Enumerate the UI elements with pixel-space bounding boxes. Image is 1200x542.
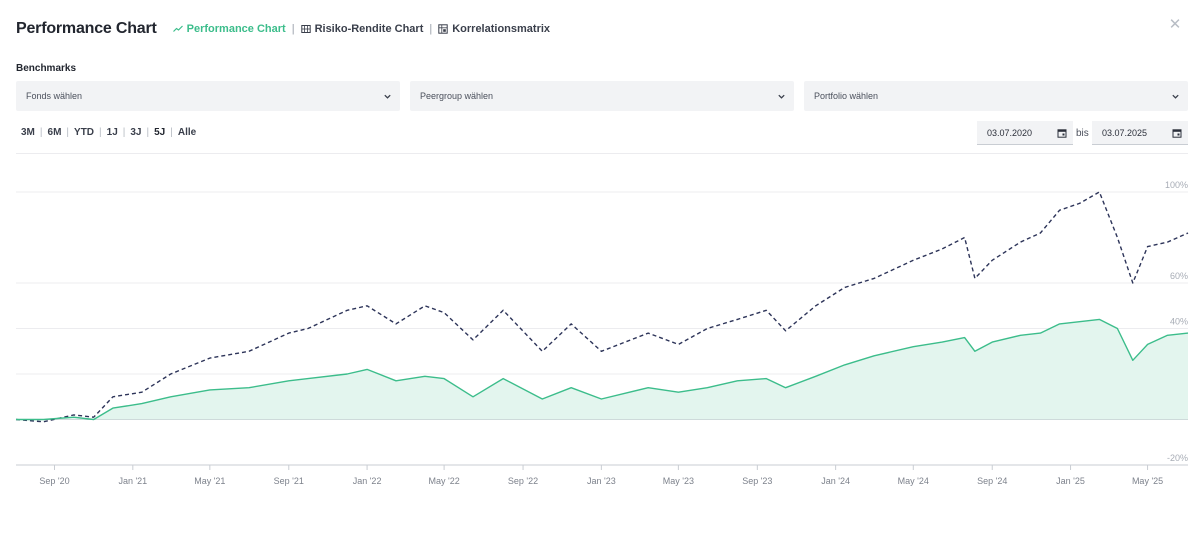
tab-correlation-matrix[interactable]: Korrelationsmatrix <box>438 23 550 35</box>
benchmark-line <box>15 191 1189 423</box>
peergroup-select[interactable]: Peergroup wählen <box>410 81 794 111</box>
range-separator: | <box>146 127 150 138</box>
fund-select[interactable]: Fonds wählen <box>16 81 400 111</box>
x-tick-label: Jan '24 <box>821 476 850 486</box>
x-tick-label: May '24 <box>898 476 929 486</box>
calendar-icon[interactable] <box>1172 128 1182 138</box>
close-icon[interactable]: ✕ <box>1168 16 1182 33</box>
chevron-down-icon <box>1172 94 1179 99</box>
header: Performance Chart Performance Chart | Ri… <box>16 16 550 42</box>
benchmarks-label: Benchmarks <box>16 63 77 74</box>
x-tick-label: Jan '23 <box>587 476 616 486</box>
range-button-6m[interactable]: 6M <box>47 127 62 138</box>
range-separator: | <box>170 127 173 138</box>
x-tick-label: Sep '22 <box>508 476 538 486</box>
range-button-ytd[interactable]: YTD <box>74 127 95 138</box>
range-button-alle[interactable]: Alle <box>177 127 197 138</box>
fund-area <box>16 319 1188 420</box>
x-tick-label: Sep '24 <box>977 476 1007 486</box>
portfolio-select[interactable]: Portfolio wählen <box>804 81 1188 111</box>
tab-label: Performance Chart <box>186 23 286 35</box>
tab-performance-chart[interactable]: Performance Chart <box>172 23 286 35</box>
x-tick-label: May '25 <box>1132 476 1163 486</box>
divider <box>16 153 1188 154</box>
tab-separator: | <box>291 23 295 35</box>
x-tick-label: May '23 <box>663 476 694 486</box>
date-from-input[interactable]: 03.07.2020 <box>977 121 1073 145</box>
tab-label: Risiko-Rendite Chart <box>314 23 424 35</box>
range-button-3m[interactable]: 3M <box>21 127 35 138</box>
portfolio-select-value: Portfolio wählen <box>814 91 879 101</box>
tab-separator: | <box>429 23 433 35</box>
x-tick-label: Jan '22 <box>353 476 382 486</box>
calendar-icon[interactable] <box>1057 128 1067 138</box>
x-tick-label: May '22 <box>428 476 459 486</box>
range-separator: | <box>66 127 70 138</box>
range-separator: | <box>39 127 43 138</box>
range-selector: 3M | 6M | YTD | 1J | 3J | 5J | Alle <box>21 127 196 138</box>
date-to-value: 03.07.2025 <box>1102 127 1148 138</box>
page-title: Performance Chart <box>16 20 157 37</box>
x-tick-label: Sep '21 <box>274 476 304 486</box>
trend-line-icon <box>172 25 183 32</box>
range-separator: | <box>99 127 102 138</box>
x-tick-label: May '21 <box>194 476 225 486</box>
peergroup-select-value: Peergroup wählen <box>420 91 494 101</box>
date-to-input[interactable]: 03.07.2025 <box>1092 121 1188 145</box>
range-button-1j[interactable]: 1J <box>106 127 118 138</box>
date-range-separator: bis <box>1076 128 1089 139</box>
range-button-3j[interactable]: 3J <box>130 127 142 138</box>
y-tick-label: 60% <box>1170 271 1188 281</box>
chevron-down-icon <box>778 94 785 99</box>
chevron-down-icon <box>384 94 391 99</box>
range-button-5j[interactable]: 5J <box>154 127 166 138</box>
chart-tabs: Performance Chart | Risiko-Rendite Chart… <box>172 23 550 35</box>
range-separator: | <box>122 127 126 138</box>
y-tick-label: 100% <box>1165 180 1188 190</box>
date-from-value: 03.07.2020 <box>987 127 1033 138</box>
fund-select-value: Fonds wählen <box>26 91 83 101</box>
tab-risk-return-chart[interactable]: Risiko-Rendite Chart <box>300 23 424 35</box>
x-tick-label: Sep '23 <box>742 476 772 486</box>
matrix-icon <box>438 24 448 34</box>
tab-label: Korrelationsmatrix <box>452 23 551 35</box>
x-tick-label: Sep '20 <box>39 476 69 486</box>
grid-icon <box>300 25 311 33</box>
fund-line <box>16 318 1189 421</box>
y-tick-label: -20% <box>1167 453 1188 463</box>
x-tick-label: Jan '25 <box>1056 476 1085 486</box>
x-tick-label: Jan '21 <box>118 476 147 486</box>
y-tick-label: 40% <box>1170 317 1188 327</box>
